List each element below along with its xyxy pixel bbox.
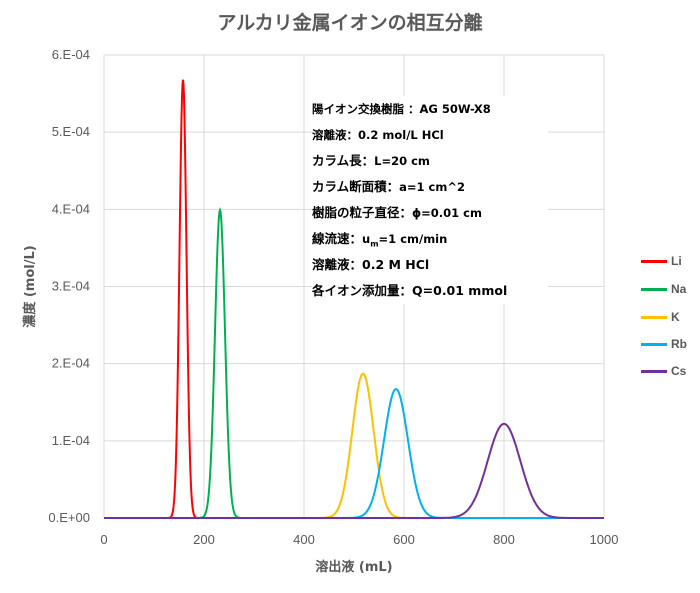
x-tick-label: 200 [193,532,215,547]
y-tick-label: 5.E-04 [52,124,90,139]
y-tick-label: 0.E+00 [48,510,90,525]
x-tick-label: 0 [100,532,107,547]
annotation-resin: 陽イオン交換樹脂 ：AG 50W-X8 [312,102,491,116]
x-tick-label: 800 [493,532,515,547]
legend-swatch [641,369,667,373]
legend-item-na: Na [641,282,686,296]
legend-item-rb: Rb [641,337,687,351]
annotation-column-area: カラム断面積：a=1 cm^2 [312,179,465,194]
x-tick-label: 400 [293,532,315,547]
legend-item-li: Li [641,254,682,268]
legend-label: Rb [671,337,687,351]
y-tick-label: 3.E-04 [52,279,90,294]
y-tick-label: 6.E-04 [52,47,90,62]
x-axis-label: 溶出液 (mL) [315,559,392,575]
legend-label: Li [671,254,682,268]
annotation-eluent: 溶離液：0.2 mol/L HCl [312,128,444,142]
legend-swatch [641,342,667,346]
annotation-linear-velocity: 線流速：um=1 cm/min [312,231,448,249]
series-line-cs [104,422,604,519]
legend-label: Cs [671,364,687,378]
legend-label: Na [671,282,687,296]
y-axis-label: 濃度 (mol/L) [22,245,38,327]
legend-swatch [641,287,667,291]
legend-item-k: K [641,310,680,324]
y-tick-label: 4.E-04 [52,201,90,216]
series-line-rb [104,388,604,519]
x-tick-label: 600 [393,532,415,547]
conditions-annotation: 陽イオン交換樹脂 ：AG 50W-X8 溶離液：0.2 mol/L HCl カラ… [312,96,548,304]
annotation-eluent-2: 溶離液：0.2 M HCl [312,257,430,272]
legend-swatch [641,315,667,319]
legend-swatch [641,259,667,263]
chart-title: アルカリ金属イオンの相互分離 [217,12,483,34]
annotation-quantity: 各イオン添加量：Q=0.01 mmol [312,283,508,298]
legend-label: K [671,310,680,324]
legend-item-cs: Cs [641,364,686,378]
series-line-k [104,372,604,519]
y-tick-label: 2.E-04 [52,356,90,371]
annotation-column-length: カラム長：L=20 cm [312,153,430,168]
x-tick-label: 1000 [590,532,619,547]
annotation-particle-diameter: 樹脂の粒子直径：ϕ=0.01 cm [312,205,482,220]
y-tick-label: 1.E-04 [52,433,90,448]
